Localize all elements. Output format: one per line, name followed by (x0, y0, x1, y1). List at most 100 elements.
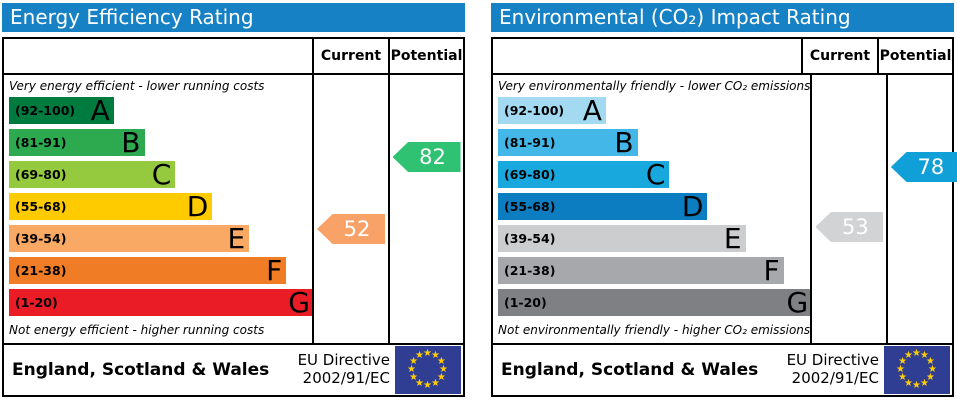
band-letter: D (681, 190, 704, 223)
band-g: (1-20) G (9, 286, 314, 319)
eu-star-icon: ★ (436, 372, 446, 383)
region-label: England, Scotland & Wales (501, 360, 759, 380)
band-letter: B (121, 126, 141, 159)
eu-star-icon: ★ (436, 356, 446, 367)
current-column-header: Current (312, 39, 388, 73)
eu-star-icon: ★ (920, 377, 929, 389)
potential-column-header: Potential (388, 39, 463, 73)
band-d: (55-68) D (9, 190, 213, 223)
band-list: (92-100) A (81-91) B (69-80) C (55-68) D (39… (4, 94, 314, 319)
current-column: 53 (810, 75, 886, 343)
eu-star-icon: ★ (925, 372, 935, 383)
top-caption: Very environmentally friendly - lower CO… (498, 79, 811, 93)
band-range: (55-68) (504, 199, 556, 214)
potential-rating-value: 82 (419, 145, 446, 169)
chart-title-environmental: Environmental (CO₂) Impact Rating (491, 3, 954, 32)
current-rating-value: 53 (842, 215, 869, 239)
band-f: (21-38) F (9, 254, 287, 287)
chart-title-energy: Energy Efficiency Rating (2, 3, 465, 32)
band-letter: A (90, 94, 110, 127)
band-range: (21-38) (15, 263, 67, 278)
band-letter: C (645, 158, 666, 191)
band-range: (39-54) (504, 231, 556, 246)
band-range: (69-80) (15, 167, 67, 182)
eu-star-icon: ★ (912, 380, 921, 391)
eu-star-icon: ★ (415, 377, 424, 389)
bottom-caption: Not energy efficient - higher running co… (9, 323, 265, 337)
potential-rating-arrow: 82 (392, 142, 461, 172)
energy-efficiency-chart: Energy Efficiency Rating Current Potenti… (0, 0, 467, 404)
band-column: Very energy efficient - lower running co… (4, 75, 314, 343)
band-letter: G (288, 286, 310, 319)
band-e: (39-54) E (9, 222, 250, 255)
eu-star-icon: ★ (423, 380, 432, 391)
band-range: (81-91) (504, 135, 556, 150)
potential-column: 82 (388, 75, 463, 343)
current-column-header: Current (801, 39, 877, 73)
band-list: (92-100) A (81-91) B (69-80) C (55-68) D (39… (493, 94, 813, 319)
rating-body: Very energy efficient - lower running co… (4, 75, 463, 343)
eu-star-icon: ★ (431, 350, 440, 362)
eu-star-icon: ★ (423, 348, 432, 359)
eu-star-icon: ★ (925, 356, 935, 367)
eu-directive-label: EU Directive 2002/91/EC (297, 351, 390, 387)
empty-header-cell (493, 39, 801, 73)
potential-rating-arrow: 78 (890, 152, 957, 182)
energy-rating-table: Current Potential Very energy efficient … (2, 37, 465, 397)
band-g: (1-20) G (498, 286, 813, 319)
eu-star-icon: ★ (920, 350, 929, 362)
band-range: (92-100) (15, 103, 76, 118)
eu-directive-label: EU Directive 2002/91/EC (786, 351, 879, 387)
band-letter: D (186, 190, 209, 223)
band-d: (55-68) D (498, 190, 708, 223)
eu-star-icon: ★ (898, 372, 908, 383)
eu-star-icon: ★ (415, 350, 424, 362)
band-range: (1-20) (504, 295, 547, 310)
band-range: (55-68) (15, 199, 67, 214)
chart-footer: England, Scotland & Wales EU Directive 2… (493, 343, 952, 395)
band-range: (92-100) (504, 103, 565, 118)
column-header-row: Current Potential (4, 39, 463, 75)
band-range: (1-20) (15, 295, 58, 310)
potential-rating-value: 78 (917, 155, 945, 179)
band-letter: E (227, 222, 246, 255)
band-f: (21-38) F (498, 254, 784, 287)
band-column: Very environmentally friendly - lower CO… (493, 75, 813, 343)
eu-flag: ★ ★ ★ ★ ★ ★ ★ ★ ★ ★ ★ ★ (395, 346, 461, 394)
eu-star-icon: ★ (409, 372, 419, 383)
band-letter: B (614, 126, 634, 159)
band-letter: F (763, 254, 780, 287)
current-rating-arrow: 52 (317, 214, 385, 244)
potential-column-header: Potential (877, 39, 952, 73)
eu-star-icon: ★ (928, 364, 937, 375)
eu-star-icon: ★ (912, 348, 921, 359)
bottom-caption: Not environmentally friendly - higher CO… (498, 323, 811, 337)
environmental-rating-table: Current Potential Very environmentally f… (491, 37, 957, 397)
eu-flag: ★ ★ ★ ★ ★ ★ ★ ★ ★ ★ ★ ★ (884, 346, 950, 394)
column-header-row: Current Potential (493, 39, 952, 75)
band-letter: A (582, 94, 602, 127)
band-range: (21-38) (504, 263, 556, 278)
environmental-impact-chart: Environmental (CO₂) Impact Rating Curren… (489, 0, 957, 404)
potential-column: 78 (886, 75, 957, 343)
band-a: (92-100) A (498, 94, 606, 127)
top-caption: Very energy efficient - lower running co… (9, 79, 265, 93)
band-range: (81-91) (15, 135, 67, 150)
band-e: (39-54) E (498, 222, 746, 255)
band-a: (92-100) A (9, 94, 114, 127)
current-column: 52 (312, 75, 388, 343)
eu-star-icon: ★ (431, 377, 440, 389)
current-rating-value: 52 (343, 217, 371, 241)
band-letter: F (266, 254, 283, 287)
eu-star-icon: ★ (898, 356, 908, 367)
empty-header-cell (4, 39, 312, 73)
eu-star-icon: ★ (896, 364, 905, 375)
rating-body: Very environmentally friendly - lower CO… (493, 75, 957, 343)
band-letter: C (151, 158, 172, 191)
band-range: (69-80) (504, 167, 556, 182)
band-letter: E (723, 222, 742, 255)
band-b: (81-91) B (9, 126, 145, 159)
current-rating-arrow: 53 (815, 212, 884, 242)
band-letter: G (786, 286, 809, 319)
eu-star-icon: ★ (904, 377, 913, 389)
